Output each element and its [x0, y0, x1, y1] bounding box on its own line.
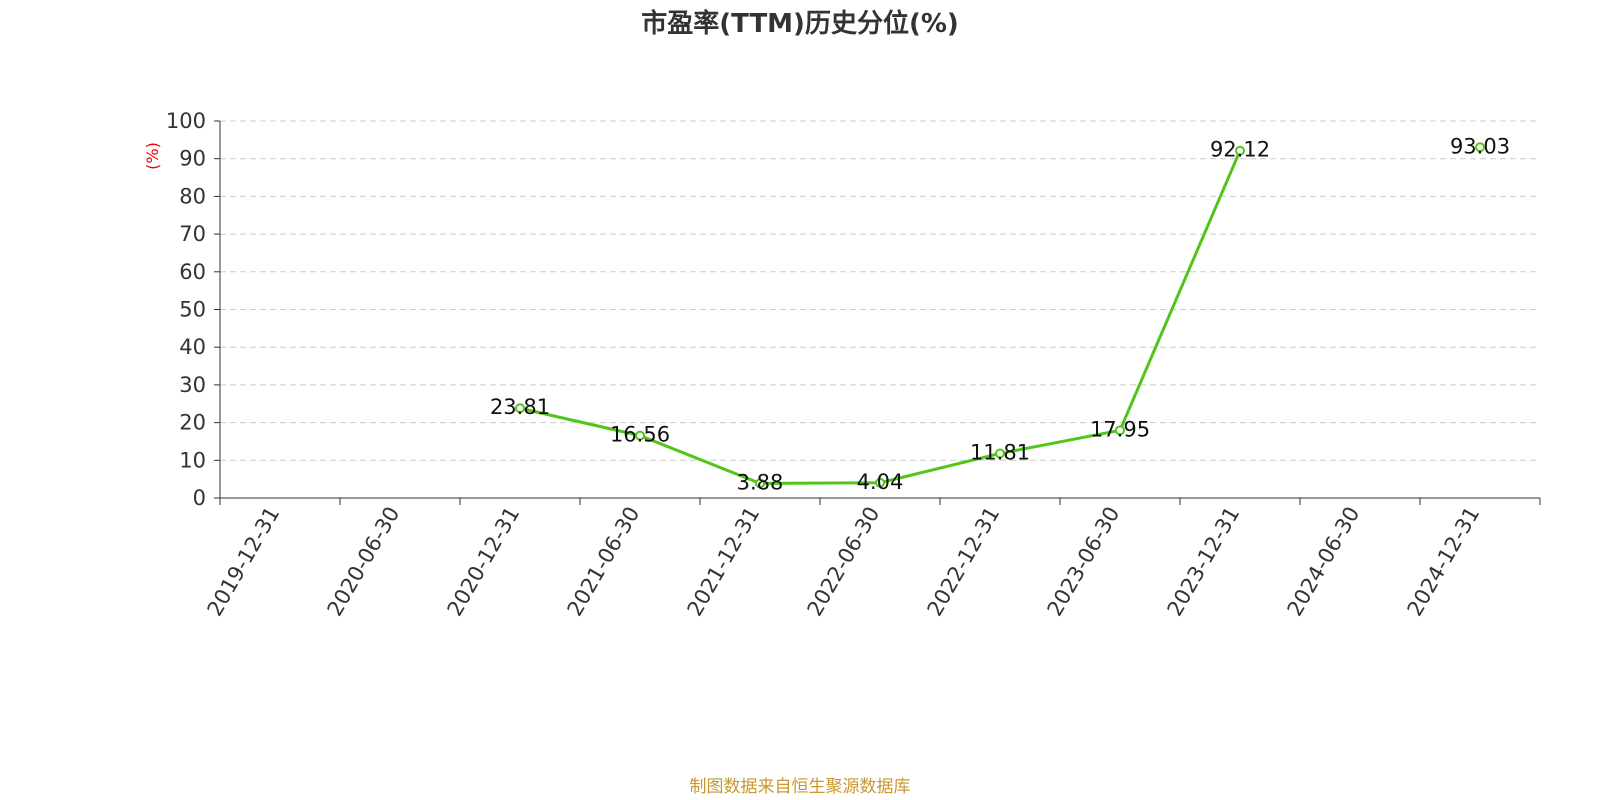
y-tick-label: 10 — [179, 448, 206, 472]
x-tick-label: 2023-12-31 — [1163, 503, 1245, 621]
source-note: 制图数据来自恒生聚源数据库 — [690, 777, 911, 797]
y-axis-label: (%) — [143, 142, 162, 170]
y-tick-label: 80 — [179, 184, 206, 208]
y-tick-label: 50 — [179, 298, 206, 322]
data-label: 17.95 — [1090, 417, 1150, 441]
x-tick-label: 2023-06-30 — [1043, 503, 1125, 621]
x-tick-label: 2020-06-30 — [323, 503, 405, 621]
y-tick-label: 20 — [179, 411, 206, 435]
y-tick-label: 70 — [179, 222, 206, 246]
point — [635, 430, 645, 441]
data-label: 4.04 — [857, 470, 904, 494]
point — [1235, 145, 1245, 156]
x-tick-label: 2022-12-31 — [923, 503, 1005, 621]
x-tick-label: 2020-12-31 — [443, 503, 525, 621]
point — [755, 478, 765, 489]
y-tick-label: 60 — [179, 260, 206, 284]
y-tick-label: 0 — [193, 486, 206, 510]
chart-title: 市盈率(TTM)历史分位(%) — [641, 8, 959, 39]
point — [515, 403, 525, 414]
data-label: 92.12 — [1210, 138, 1270, 162]
y-tick-label: 30 — [179, 373, 206, 397]
point — [875, 477, 885, 488]
point — [1475, 142, 1485, 153]
x-tick-label: 2021-06-30 — [563, 503, 645, 621]
y-tick-label: 90 — [179, 147, 206, 171]
data-label: 11.81 — [970, 440, 1030, 464]
data-label: 93.03 — [1450, 134, 1510, 158]
point — [1115, 425, 1125, 436]
x-tick-label: 2024-12-31 — [1403, 503, 1485, 621]
point — [995, 448, 1005, 459]
data-label: 16.56 — [610, 423, 670, 447]
x-tick-label: 2019-12-31 — [203, 503, 285, 621]
data-label: 23.81 — [490, 395, 550, 419]
y-tick-label: 40 — [179, 335, 206, 359]
x-tick-label: 2021-12-31 — [683, 503, 765, 621]
x-tick-label: 2024-06-30 — [1283, 503, 1365, 621]
y-tick-label: 100 — [166, 109, 206, 133]
data-label: 3.88 — [737, 470, 784, 494]
x-tick-label: 2022-06-30 — [803, 503, 885, 621]
